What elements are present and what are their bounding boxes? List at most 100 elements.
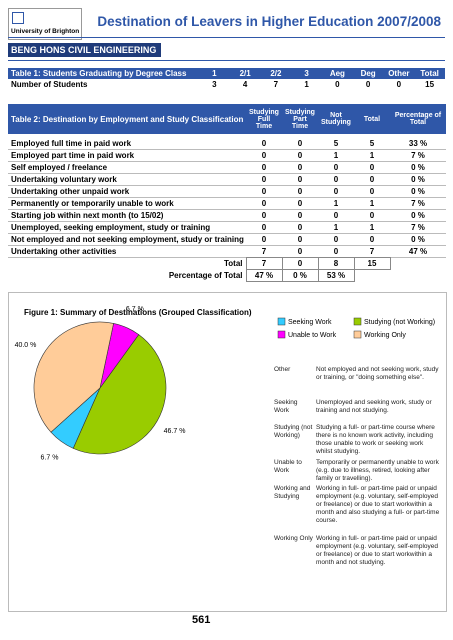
column-header: 1 [199,68,230,79]
data-row: Undertaking other activities 7 0 0 7 47 % [8,246,446,258]
cell: 0 [261,187,267,196]
row-label: Undertaking other unpaid work [11,187,130,196]
cell: 0 [396,80,402,89]
row-label: Not employed and not seeking employment,… [11,235,244,244]
data-label: 6.7 % [126,306,144,313]
column-header: Total [414,68,445,79]
row-label: Self employed / freelance [11,163,108,172]
cell: 47 % [245,269,283,282]
column-header: Not Studying [318,104,354,134]
figure-box [8,292,447,612]
column-header: 3 [291,68,322,79]
row-label: Number of Students [11,80,88,89]
cell: 0 [369,187,375,196]
legend-label: Unable to Work [288,332,337,339]
legend-swatch [277,330,286,339]
definition-text: Working in full- or part-time paid or un… [316,535,438,566]
data-row: Employed part time in paid work 0 0 1 1 7 % [8,150,446,162]
cell: 33 % [408,139,428,148]
cell: 0 [333,187,339,196]
course-banner: BENG HONS CIVIL ENGINEERING [8,43,161,57]
cell: 1 [304,80,309,89]
cell: 0 [261,211,267,220]
logo-text: University of Brighton [11,28,80,35]
column-header: Studying Part Time [282,104,318,134]
rule [8,37,445,38]
cell: 0 % [411,211,425,220]
data-row: Permanently or temporarily unable to wor… [8,198,446,210]
row-label: Undertaking voluntary work [11,175,117,184]
legend-swatch [353,317,362,326]
destination-table: Table 2: Destination by Employment and S… [8,104,446,282]
row-label: Permanently or temporarily unable to wor… [11,199,174,208]
column-header: Deg [352,68,384,79]
cell: 7 [261,247,267,256]
data-row: Not employed and not seeking employment,… [8,234,446,246]
cell: 0 [297,235,303,244]
definition-text: Not employed and not seeking work, study… [316,366,439,381]
row-label: Starting job within next month (to 15/02… [11,211,164,220]
row-label: Undertaking other activities [11,247,117,256]
data-row: Unemployed, seeking employment, study or… [8,222,446,234]
cell: 1 [369,223,375,232]
cell: 0 [297,247,303,256]
cell: 0 [297,211,303,220]
cell: 0 [261,139,267,148]
data-row: Self employed / freelance 0 0 0 0 0 % [8,162,446,174]
cell: 0 [333,175,339,184]
cell: 0 [365,80,371,89]
cell: 0 [261,199,267,208]
row-label: Employed part time in paid work [11,151,135,160]
column-header: Other [383,68,415,79]
definition-text: Temporarily or permanently unable to wor… [316,459,439,482]
cell: 0 % [411,235,425,244]
cell: 47 % [408,247,428,256]
logo-icon [12,12,24,24]
data-row: Undertaking voluntary work 0 0 0 0 0 % [8,174,446,186]
page-number: 561 [192,614,211,626]
cell: 0 [261,151,267,160]
definition-term: Working Only [274,535,313,542]
cell: 4 [242,80,248,89]
column-header: Percentage of Total [390,104,446,134]
row-label: Unemployed, seeking employment, study or… [11,223,211,232]
data-row: Starting job within next month (to 15/02… [8,210,446,222]
cell: 1 [333,223,339,232]
cell: 0 [297,175,303,184]
cell: 0 [297,223,303,232]
header-row: Table 1: Students Graduating by Degree C… [8,68,445,79]
cell: 0 [261,163,267,172]
cell: 7 [273,80,279,89]
logo: University of Brighton [8,8,82,40]
definition-text: Studying a full- or part-time course whe… [316,424,435,455]
column-header: Studying Full Time [246,104,282,134]
pie-slice [72,334,167,455]
cell: 1 [369,151,375,160]
cell: 0 [333,211,339,220]
cell: 0 % [411,187,425,196]
cell: 0 [369,163,375,172]
pie-slice [33,321,114,433]
column-header: Aeg [322,68,353,79]
cell: 1 [369,199,375,208]
definition-term: Studying (not Working) [274,424,313,439]
cell: 0 % [411,175,425,184]
data-row: Number of Students 3 4 7 1 0 0 0 15 [8,79,445,90]
cell: 7 % [411,223,425,232]
data-label: 6.7 % [41,454,59,461]
cell: 0 [333,163,339,172]
page-title: Destination of Leavers in Higher Educati… [97,14,441,29]
cell: 15 [425,80,435,89]
cell: 0 [297,151,303,160]
data-label: 40.0 % [15,342,37,349]
legend-label: Seeking Work [288,319,332,326]
cell: 1 [333,151,339,160]
cell: 15 [353,257,391,270]
cell: 0 [335,80,340,89]
table-title: Table 1: Students Graduating by Degree C… [8,68,199,79]
cell: 53 % [317,269,355,282]
column-header: 2/2 [260,68,292,79]
definition-term: Seeking Work [274,399,298,414]
cell: 7 [369,247,375,256]
